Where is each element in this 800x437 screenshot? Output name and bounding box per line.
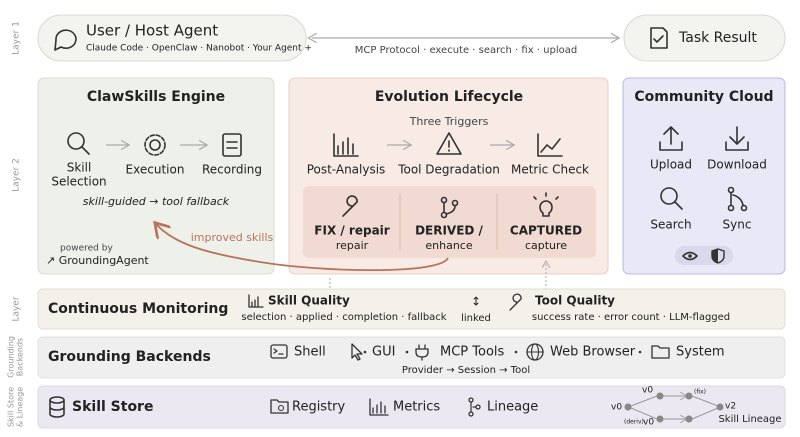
cloud-action: Sync: [723, 218, 752, 232]
layer-label: Backends: [16, 338, 25, 376]
cloud-icons: [659, 126, 749, 212]
agent-pill: [37, 14, 307, 62]
cloud-title: Community Cloud: [634, 89, 773, 105]
grounding-agent: ↗ GroundingAgent: [46, 254, 149, 267]
feedback-arrow: [156, 224, 449, 272]
cloud-action: Search: [650, 218, 691, 232]
trigger-icons: [333, 132, 563, 157]
skill-quality: Skill Quality: [268, 294, 350, 308]
lineage-edge: (fix): [694, 389, 706, 396]
lineage-node: v0: [611, 403, 622, 413]
mode-sub: repair: [336, 239, 369, 252]
lineage-edge: (deriv): [624, 419, 644, 426]
skill-metrics: selection · applied · completion · fallb…: [241, 312, 446, 323]
mode-name: FIX / repair: [314, 224, 390, 238]
mode-name: CAPTURED: [510, 224, 582, 238]
layer-label: & Lineage: [16, 387, 25, 427]
backend-icons: [270, 343, 670, 361]
lineage-node: v0: [642, 386, 653, 396]
mode-sub: capture: [525, 239, 567, 252]
step-label: Selection: [51, 175, 106, 189]
mode-sub: enhance: [425, 239, 472, 252]
layer-label: Grounding: [7, 336, 16, 378]
store-title: Skill Store: [72, 399, 153, 415]
engine-panel: [37, 77, 275, 275]
feedback-label: improved skills: [191, 231, 274, 244]
backend: System: [676, 345, 724, 360]
link-arrow: ↕: [471, 295, 481, 309]
engine-icons: [67, 132, 242, 157]
lineage-node: v0: [643, 418, 654, 428]
step-label: Recording: [202, 163, 262, 177]
cloud-action: Download: [707, 158, 767, 172]
tool-quality: Tool Quality: [535, 294, 615, 308]
link-label: linked: [461, 313, 491, 324]
agent-title: User / Host Agent: [86, 22, 218, 40]
store-item: Lineage: [487, 400, 538, 415]
layer-label: Skill Store: [7, 387, 16, 427]
store-item: Registry: [292, 400, 346, 415]
monitoring-row: [37, 288, 786, 330]
result-title: Task Result: [678, 30, 757, 46]
eye-pupil: [688, 254, 692, 258]
db-icon: [49, 396, 65, 418]
layer-label: Layer: [12, 296, 22, 321]
powered-by: powered by: [60, 244, 113, 254]
lineage-node: v2: [725, 402, 736, 412]
engine-note: skill-guided → tool fallback: [83, 195, 230, 208]
modes-box: [303, 186, 596, 258]
cloud-panel: [622, 77, 786, 275]
store-row: [37, 385, 786, 429]
lineage-graph: [624, 393, 724, 423]
triggers-title: Three Triggers: [409, 115, 489, 128]
chat-icon: [54, 29, 77, 51]
evolution-title: Evolution Lifecycle: [375, 89, 523, 105]
tool-metrics: success rate · error count · LLM-flagged: [532, 312, 730, 323]
mode-name: DERIVED /: [415, 224, 483, 238]
chart-icon: [248, 294, 264, 308]
grounding-title: Grounding Backends: [48, 349, 211, 365]
trigger-label: Post-Analysis: [307, 163, 386, 177]
agent-subtitle: Claude Code · OpenClaw · Nanobot · Your …: [86, 44, 312, 54]
store-item: Metrics: [393, 400, 440, 415]
backend: Web Browser: [550, 345, 636, 360]
protocol-label: MCP Protocol · execute · search · fix · …: [355, 45, 577, 56]
doc-icon: [650, 27, 668, 49]
cloud-action: Upload: [650, 158, 692, 172]
backend: GUI: [372, 345, 395, 360]
engine-title: ClawSkills Engine: [87, 89, 225, 105]
mode-icons: [342, 192, 559, 219]
shield-fill: [712, 249, 718, 263]
layer-label: Layer 2: [12, 158, 22, 192]
grounding-row: [37, 336, 786, 379]
eye-icon: [682, 251, 698, 261]
step-label: Execution: [126, 163, 185, 177]
trigger-label: Tool Degradation: [397, 163, 500, 177]
backend: Shell: [294, 345, 326, 360]
monitoring-title: Continuous Monitoring: [48, 301, 228, 317]
store-icons: [270, 397, 481, 417]
step-label: Skill: [67, 161, 92, 175]
backend: MCP Tools: [440, 345, 505, 360]
lineage-caption: Skill Lineage: [718, 414, 781, 425]
grounding-flow: Provider → Session → Tool: [402, 365, 530, 376]
wrench-icon: [509, 293, 522, 311]
layer-label: Layer 1: [12, 21, 22, 55]
trigger-label: Metric Check: [511, 163, 589, 177]
result-pill: [623, 14, 786, 62]
